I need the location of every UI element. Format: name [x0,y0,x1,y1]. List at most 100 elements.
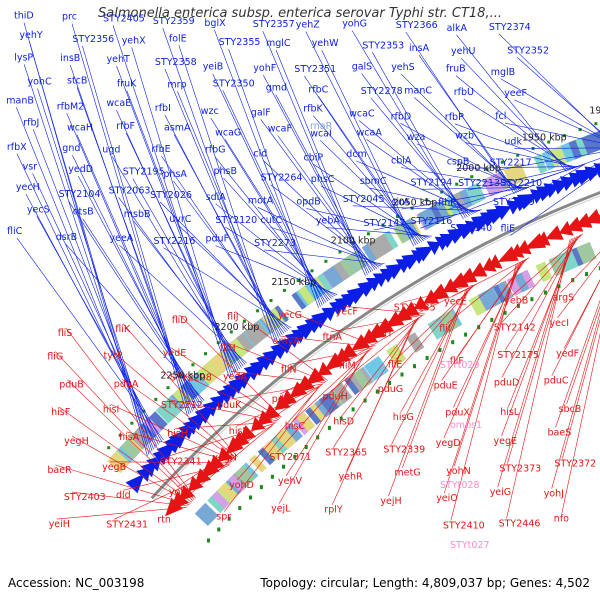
gene-label-reverse[interactable]: hisG [393,412,414,423]
gene-label-reverse[interactable]: STY2135 [394,303,436,314]
gene-label-reverse[interactable]: hisL [500,407,520,418]
gene-label-reverse[interactable]: yohD [229,480,254,491]
gene-label-forward[interactable]: gmd [266,83,287,94]
gene-label-reverse[interactable]: metG [394,468,420,479]
reverse-gene-arrow[interactable] [447,272,469,290]
gene-label-reverse[interactable]: pduG [378,384,403,395]
gene-label-forward[interactable]: STY2358 [155,57,197,68]
gene-label-reverse[interactable]: yegB [102,462,126,473]
gene-label-reverse[interactable]: fliS [58,328,73,339]
gene-label-forward[interactable]: yehX [122,35,146,46]
gene-label-reverse[interactable]: hisH [167,429,188,440]
gene-label-forward[interactable]: yedD [68,164,93,175]
gene-label-forward[interactable]: rfbC [308,84,328,95]
gene-label-reverse[interactable]: STY2410 [443,521,485,532]
gene-label-reverse[interactable]: fliN [281,365,297,376]
gene-label-forward[interactable]: mglC [266,38,291,49]
gene-label-reverse[interactable]: yohN [446,466,471,477]
gene-label-forward[interactable]: rfbX [7,142,27,153]
gene-label-forward[interactable]: opdB [296,196,320,207]
gene-label-forward[interactable]: yehS [391,62,415,73]
reverse-gene-arrow[interactable] [427,283,450,301]
gene-label-forward[interactable]: rfbE [151,144,170,155]
gene-label-forward[interactable]: wcaE [106,98,131,109]
gene-label-reverse[interactable]: fliI [439,323,450,334]
gene-label-forward[interactable]: galF [251,107,271,118]
gene-label-forward[interactable]: wcaC [349,109,375,120]
rna-label-reverse[interactable]: omps1 [450,420,482,431]
reverse-gene-arrow[interactable] [317,361,333,376]
gene-label-forward[interactable]: lysP [14,53,33,64]
gene-label-forward[interactable]: yehW [312,38,339,49]
gene-label-reverse[interactable]: sbcB [559,404,582,415]
gene-label-reverse[interactable]: hisA [119,432,140,443]
gene-label-forward[interactable]: mglB [491,67,515,78]
gene-label-reverse[interactable]: pduE [434,381,458,392]
gene-label-forward[interactable]: wcaG [215,127,241,138]
gene-label-forward[interactable]: cld [253,149,267,160]
gene-label-forward[interactable]: wzb [455,131,474,142]
reverse-gene-arrow[interactable] [510,243,525,258]
gene-label-forward[interactable]: rfbD [391,111,412,122]
gene-label-reverse[interactable]: yecF [336,306,358,317]
gene-label-reverse[interactable]: hisD [333,417,354,428]
gene-label-reverse[interactable]: pduX [445,407,470,418]
gene-label-reverse[interactable]: argS [553,293,575,304]
gene-label-reverse[interactable]: hisF [51,407,70,418]
gene-label-forward[interactable]: STY2147 [364,218,406,229]
gene-label-forward[interactable]: STY2264 [261,173,303,184]
gene-label-reverse[interactable]: hisC [285,421,306,432]
gene-label-forward[interactable]: rfbI [155,103,171,114]
gene-label-reverse[interactable]: yeiO [436,493,458,504]
forward-gene-arrow[interactable] [385,263,405,280]
gene-label-forward[interactable]: rfbU [454,87,474,98]
gene-label-forward[interactable]: cbiA [391,156,412,167]
gene-label-forward[interactable]: STY2120 [215,215,257,226]
gene-label-forward[interactable]: galS [352,62,373,73]
gene-label-forward[interactable]: yehY [19,30,42,41]
forward-gene-arrow[interactable] [494,205,512,220]
gene-label-reverse[interactable]: pduC [544,376,569,387]
gene-label-forward[interactable]: STY2194 [411,177,453,188]
gene-label-forward[interactable]: fliC [7,226,23,237]
gene-label-forward[interactable]: phsA [163,169,187,180]
rna-label-reverse[interactable]: STYt027 [450,540,490,551]
gene-label-reverse[interactable]: yedF [556,348,579,359]
gene-label-reverse[interactable]: STY2431 [106,519,148,530]
gene-label-forward[interactable]: STY2210 [500,178,542,189]
gene-label-forward[interactable]: thiD [14,11,34,22]
rna-label-reverse[interactable]: STYt029 [440,360,480,371]
gene-label-forward[interactable]: vsr [23,161,38,172]
gene-label-reverse[interactable]: pduH [323,392,348,403]
reverse-gene-arrow[interactable] [470,262,488,277]
gene-label-forward[interactable]: folE [169,33,187,44]
reverse-gene-arrow[interactable] [565,216,584,232]
gene-label-forward[interactable]: asmA [164,123,191,134]
gene-label-reverse[interactable]: STY2212 [161,400,203,411]
gene-label-reverse[interactable]: STY2208 [170,372,212,383]
gene-label-reverse[interactable]: fliM [339,361,356,372]
rna-label-forward[interactable]: rnaR [310,121,333,132]
gene-label-forward[interactable]: fliE [501,224,516,235]
gene-label-forward[interactable]: rfbK [303,104,323,115]
gene-label-reverse[interactable]: yeiG [490,487,511,498]
reverse-gene-arrow[interactable] [558,220,574,236]
gene-label-forward[interactable]: phsC [311,174,335,185]
gene-label-reverse[interactable]: yecE [444,296,467,307]
gene-label-forward[interactable]: otsB [73,207,94,218]
gene-label-forward[interactable]: rfbP [445,112,464,123]
gene-label-reverse[interactable]: pduA [114,379,139,390]
gene-label-reverse[interactable]: amyA [273,336,301,347]
gene-label-reverse[interactable]: rtn [157,515,171,526]
reverse-gene-arrow[interactable] [279,389,297,407]
gene-label-reverse[interactable]: pduJ [272,394,293,405]
gene-label-forward[interactable]: yohG [342,19,367,30]
gene-label-forward[interactable]: STY2355 [219,37,261,48]
gene-label-reverse[interactable]: STY2339 [383,445,425,456]
gene-label-forward[interactable]: fruB [446,64,466,75]
gene-label-forward[interactable]: STY2216 [154,236,196,247]
gene-label-forward[interactable]: alkA [447,23,468,34]
gene-label-reverse[interactable]: yeiH [49,519,70,530]
gene-label-reverse[interactable]: yecG [278,310,302,321]
